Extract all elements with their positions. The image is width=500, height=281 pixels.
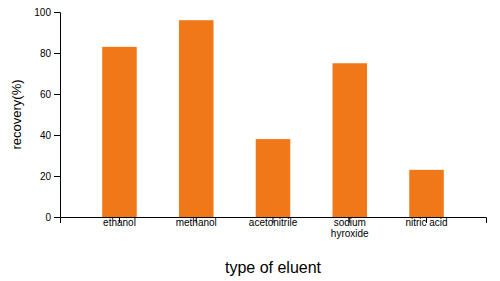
bar	[409, 170, 444, 217]
y-tick: 100	[34, 7, 60, 18]
bar	[102, 47, 137, 217]
bars	[102, 20, 444, 217]
bar	[332, 63, 367, 217]
y-tick: 0	[45, 212, 60, 223]
y-tick: 20	[40, 171, 60, 182]
y-tick-label: 60	[40, 89, 52, 100]
x-tick-label-line: sodium	[334, 217, 366, 228]
y-axis-line	[54, 13, 61, 218]
chart-container: 0 20 40 60 80 100 ethanol methanol acetonitrile s…	[0, 0, 500, 281]
y-tick-mark	[54, 94, 60, 95]
x-tick-label-line: methanol	[176, 217, 217, 228]
x-tick-label: ethanol	[103, 217, 136, 228]
chart: 0 20 40 60 80 100 ethanol methanol acetonitrile s…	[0, 0, 500, 281]
x-tick-label: methanol	[176, 217, 217, 228]
y-tick-label: 40	[40, 130, 52, 141]
y-tick: 80	[40, 48, 60, 59]
x-tick: methanol	[176, 217, 217, 228]
x-tick-label: sodiumhyroxide	[331, 217, 369, 239]
x-tick-label: nitric acid	[405, 217, 447, 228]
y-tick-mark	[54, 217, 60, 218]
y-tick-label: 0	[45, 212, 51, 223]
plot: 0 20 40 60 80 100 ethanol methanol acetonitrile s…	[34, 7, 486, 239]
y-tick: 60	[40, 89, 60, 100]
x-tick-label: acetonitrile	[249, 217, 298, 228]
x-tick-label-line: hyroxide	[331, 228, 369, 239]
y-tick-mark	[54, 176, 60, 177]
y-tick: 40	[40, 130, 60, 141]
x-tick-label-line: ethanol	[103, 217, 136, 228]
bar	[256, 139, 291, 217]
x-tick: sodiumhyroxide	[331, 217, 369, 239]
x-tick: acetonitrile	[249, 217, 298, 228]
y-tick-label: 80	[40, 48, 52, 59]
y-tick-label: 100	[34, 7, 51, 18]
x-tick: ethanol	[103, 217, 136, 228]
y-tick-label: 20	[40, 171, 52, 182]
y-tick-mark	[54, 53, 60, 54]
y-axis-title: recovery(%)	[9, 79, 24, 149]
x-axis-title: type of eluent	[225, 259, 322, 276]
x-tick-label-line: acetonitrile	[249, 217, 298, 228]
x-tick: nitric acid	[405, 217, 447, 228]
y-tick-mark	[54, 12, 60, 13]
x-tick-label-line: nitric acid	[405, 217, 447, 228]
x-axis: ethanol methanol acetonitrile sodiumhyroxid…	[61, 217, 487, 239]
bar	[179, 20, 214, 217]
y-axis: 0 20 40 60 80 100	[34, 7, 60, 223]
y-tick-mark	[54, 135, 60, 136]
